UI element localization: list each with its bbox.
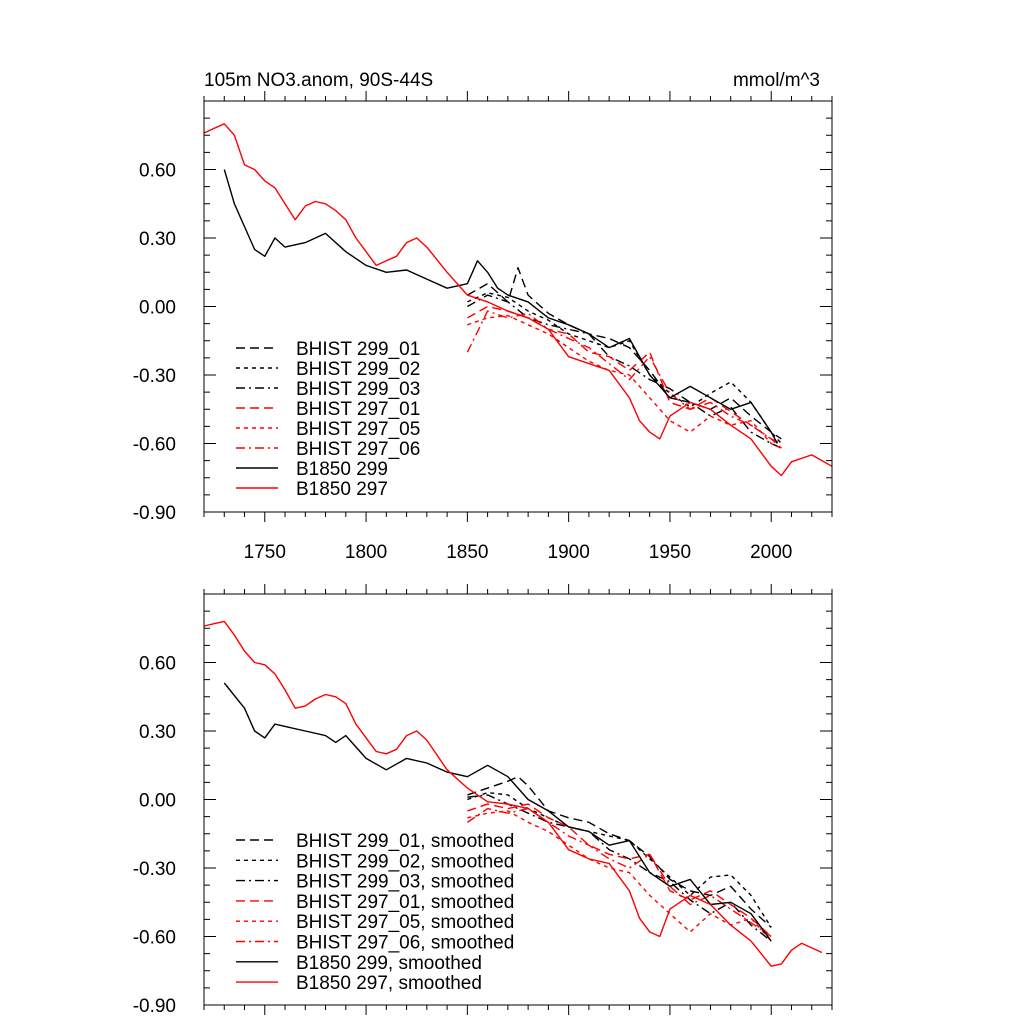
- legend-label: B1850 297: [296, 479, 388, 500]
- bottom-panel: 0.60 0.30 0.00 -0.30 -0.60 -0.90 BHIST 299_01…: [133, 584, 833, 1017]
- series-line: [223, 169, 778, 444]
- series-line: [467, 794, 772, 942]
- y-tick-label: -0.60: [133, 435, 176, 456]
- legend-label: BHIST 297_01, smoothed: [296, 892, 514, 913]
- legend-label: BHIST 299_01, smoothed: [296, 831, 514, 852]
- series-line: [467, 810, 772, 942]
- series-line: [467, 791, 772, 928]
- top-panel: 105m NO3.anom, 90S-44S mmol/m^3 0.60 0.30…: [133, 70, 833, 563]
- legend-label: BHIST 299_02: [296, 359, 420, 380]
- chart-title: 105m NO3.anom, 90S-44S: [204, 70, 433, 91]
- series-line: [467, 314, 782, 449]
- legend-label: BHIST 299_01: [296, 339, 420, 360]
- legend-label: BHIST 299_03: [296, 379, 420, 400]
- legend-label: BHIST 297_06: [296, 439, 420, 460]
- series-line: [203, 123, 833, 477]
- series-line: [203, 620, 823, 967]
- y-tick-label: 0.00: [139, 791, 176, 812]
- series-line: [467, 776, 772, 928]
- y-tick-label: -0.30: [133, 859, 176, 880]
- y-tick-label: 0.00: [139, 298, 176, 319]
- series-line: [467, 807, 772, 938]
- chart-units: mmol/m^3: [733, 70, 820, 91]
- x-tick-label: 1900: [548, 542, 590, 563]
- x-tick-label: 1800: [345, 542, 387, 563]
- series-line: [467, 292, 782, 444]
- bottom-plot-area: [203, 620, 823, 967]
- x-tick-label: 1850: [446, 542, 488, 563]
- y-tick-label: 0.30: [139, 229, 176, 250]
- y-tick-label: -0.90: [133, 503, 176, 524]
- x-tick-label: 1950: [649, 542, 691, 563]
- y-tick-label: 0.60: [139, 654, 176, 675]
- top-plot-area: [203, 123, 833, 477]
- bottom-axis-ticks: 0.60 0.30 0.00 -0.30 -0.60 -0.90: [133, 584, 833, 1017]
- legend-label: BHIST 299_02, smoothed: [296, 851, 514, 872]
- legend-label: B1850 299, smoothed: [296, 953, 482, 974]
- x-tick-label: 2000: [750, 542, 792, 563]
- series-line: [467, 294, 782, 449]
- series-line: [467, 803, 772, 938]
- top-plot-frame: [203, 100, 833, 513]
- x-tick-label: 1750: [244, 542, 286, 563]
- series-line: [467, 267, 782, 440]
- bottom-plot-frame: [203, 593, 833, 1006]
- legend-label: BHIST 297_05: [296, 419, 420, 440]
- top-axis-ticks: 0.60 0.30 0.00 -0.30 -0.60 -0.90 1750 1800 1850 1…: [133, 91, 833, 563]
- series-line: [223, 682, 772, 942]
- legend-label: BHIST 297_01: [296, 399, 420, 420]
- y-tick-label: 0.30: [139, 722, 176, 743]
- legend-label: B1850 297, smoothed: [296, 973, 482, 994]
- legend-label: BHIST 297_06, smoothed: [296, 933, 514, 954]
- legend-label: B1850 299: [296, 459, 388, 480]
- legend-label: BHIST 297_05, smoothed: [296, 912, 514, 933]
- y-tick-label: 0.60: [139, 161, 176, 182]
- legend-label: BHIST 299_03, smoothed: [296, 872, 514, 893]
- y-tick-label: -0.60: [133, 928, 176, 949]
- y-tick-label: -0.90: [133, 996, 176, 1017]
- y-tick-label: -0.30: [133, 366, 176, 387]
